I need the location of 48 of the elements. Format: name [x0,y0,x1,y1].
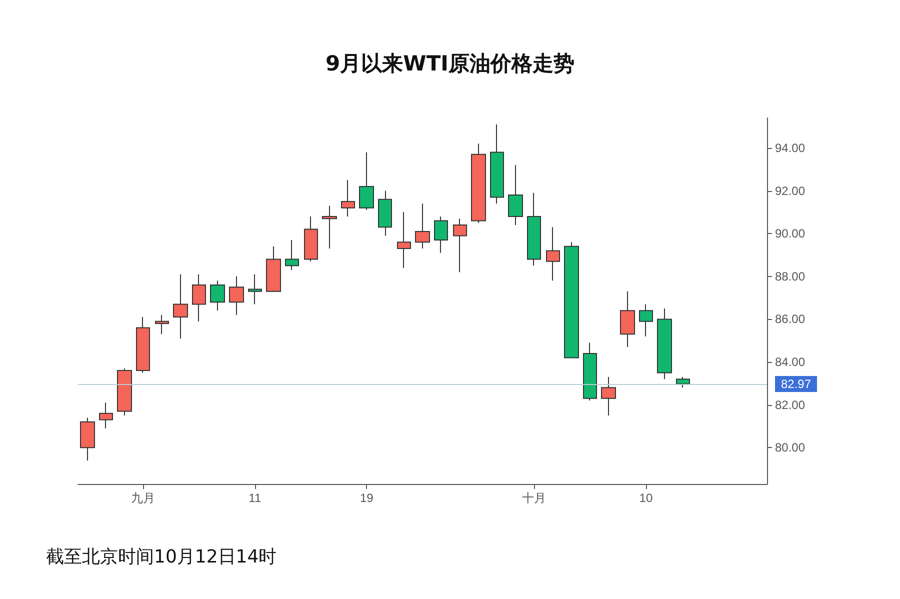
y-tick-label: 92.00 [775,184,806,198]
ref-line-label: 82.97 [781,377,812,392]
chart-title: 9月以来WTI原油价格走势 [326,52,574,76]
candlestick [173,274,188,339]
candlestick [266,246,281,292]
y-tick-label: 88.00 [775,269,806,284]
candlestick [155,314,169,335]
y-tick-label: 94.00 [775,140,806,155]
candlestick [583,342,597,402]
candlestick [508,164,523,226]
candlestick [639,304,653,337]
candlestick [117,368,132,416]
candlestick [285,240,299,270]
candlestick [397,212,411,268]
x-tick-label: 十月 [522,491,546,505]
y-tick-label: 86.00 [775,312,806,326]
candlestick [490,124,504,204]
candlestick [378,190,392,236]
x-tick-label: 10 [639,491,653,505]
candlestick [359,152,374,211]
y-tick-label: 80.00 [775,440,806,455]
candlestick [657,308,672,380]
y-tick-label: 90.00 [775,226,806,241]
candlestick [620,290,635,348]
candlestick [471,143,486,224]
x-tick-label: 19 [360,491,374,505]
candlestick [304,216,318,262]
candlestick [527,192,541,266]
candlestick [564,242,579,358]
candlestick [546,226,560,282]
candlestick [99,402,113,429]
candlestick [210,280,225,312]
candlestick [136,316,150,374]
candlestick [434,216,448,254]
candlestick [248,274,262,305]
y-tick-label: 84.00 [775,355,806,369]
candlestick [601,376,616,416]
candlestick [322,205,337,250]
candlestick [80,417,95,461]
candlestick [192,274,206,322]
y-tick-label: 82.00 [775,398,806,412]
x-tick-label: 九月 [131,491,156,505]
text: 截至北京时间10月12日14时 [46,546,277,568]
candlestick [415,203,430,250]
candlestick [453,218,467,273]
candlestick [341,180,355,217]
x-tick-label: 11 [248,491,262,505]
candlestick [229,276,244,316]
